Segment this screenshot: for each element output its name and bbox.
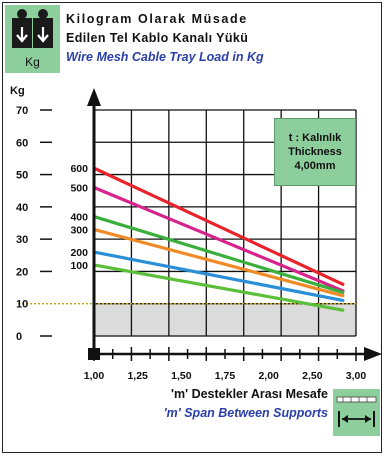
y-tick-label: 20 [16, 266, 28, 278]
series-line-200 [92, 250, 345, 303]
x-axis-arrow [364, 347, 382, 361]
xlabel-en: 'm' Span Between Supports [163, 406, 328, 420]
y-axis-arrow [87, 88, 101, 106]
x-tick-label: 3,00 [346, 370, 367, 382]
span-arrow-icon [336, 396, 377, 427]
x-tick-label: 2,50 [302, 370, 323, 382]
chart-frame [2, 2, 382, 453]
x-tick-label: 1,25 [127, 370, 148, 382]
x-tick-label: 1,75 [215, 370, 236, 382]
series-label-500: 500 [70, 182, 88, 194]
xlabel-tr: 'm' Destekler Arası Mesafe [171, 387, 328, 401]
x-tick-label: 1,50 [171, 370, 192, 382]
series-line-600 [92, 166, 345, 286]
y-tick-label: 10 [16, 299, 28, 311]
y-axis-label: Kg [10, 85, 25, 97]
x-tick-label: 1,00 [84, 370, 105, 382]
series-line-300 [92, 227, 345, 298]
thickness-label-en: Thickness [288, 146, 342, 158]
title-en: Wire Mesh Cable Tray Load in Kg [66, 50, 264, 64]
y-tick-label: 40 [16, 202, 28, 214]
shaded-band [94, 303, 356, 336]
title-tr-line2: Edilen Tel Kablo Kanalı Yükü [66, 31, 249, 45]
weights-icon [12, 9, 53, 48]
y-tick-label: 70 [16, 105, 28, 117]
thickness-label-tr: t : Kalınlık [288, 132, 342, 144]
series-line-100 [92, 263, 345, 312]
series-line-500 [92, 185, 345, 293]
y-tick-label: 60 [16, 137, 28, 149]
series-line-400 [92, 214, 345, 295]
weights-icon: Kg [5, 5, 60, 73]
span-arrow-icon [333, 389, 380, 436]
y-tick-label: 30 [16, 234, 28, 246]
series-label-100: 100 [70, 260, 88, 272]
y-tick-label: 50 [16, 170, 28, 182]
logo-label: Kg [25, 55, 40, 69]
series-label-400: 400 [70, 212, 88, 224]
y-tick-label: 0 [16, 331, 22, 343]
series-label-600: 600 [70, 163, 88, 175]
series-label-200: 200 [70, 247, 88, 259]
title-tr-line1: Kilogram Olarak Müsade [66, 12, 248, 26]
thickness-value: 4,00mm [294, 160, 336, 172]
x-tick-label: 2,00 [258, 370, 279, 382]
thickness-box: t : Kalınlık Thickness 4,00mm [274, 118, 356, 186]
series-label-300: 300 [70, 224, 88, 236]
